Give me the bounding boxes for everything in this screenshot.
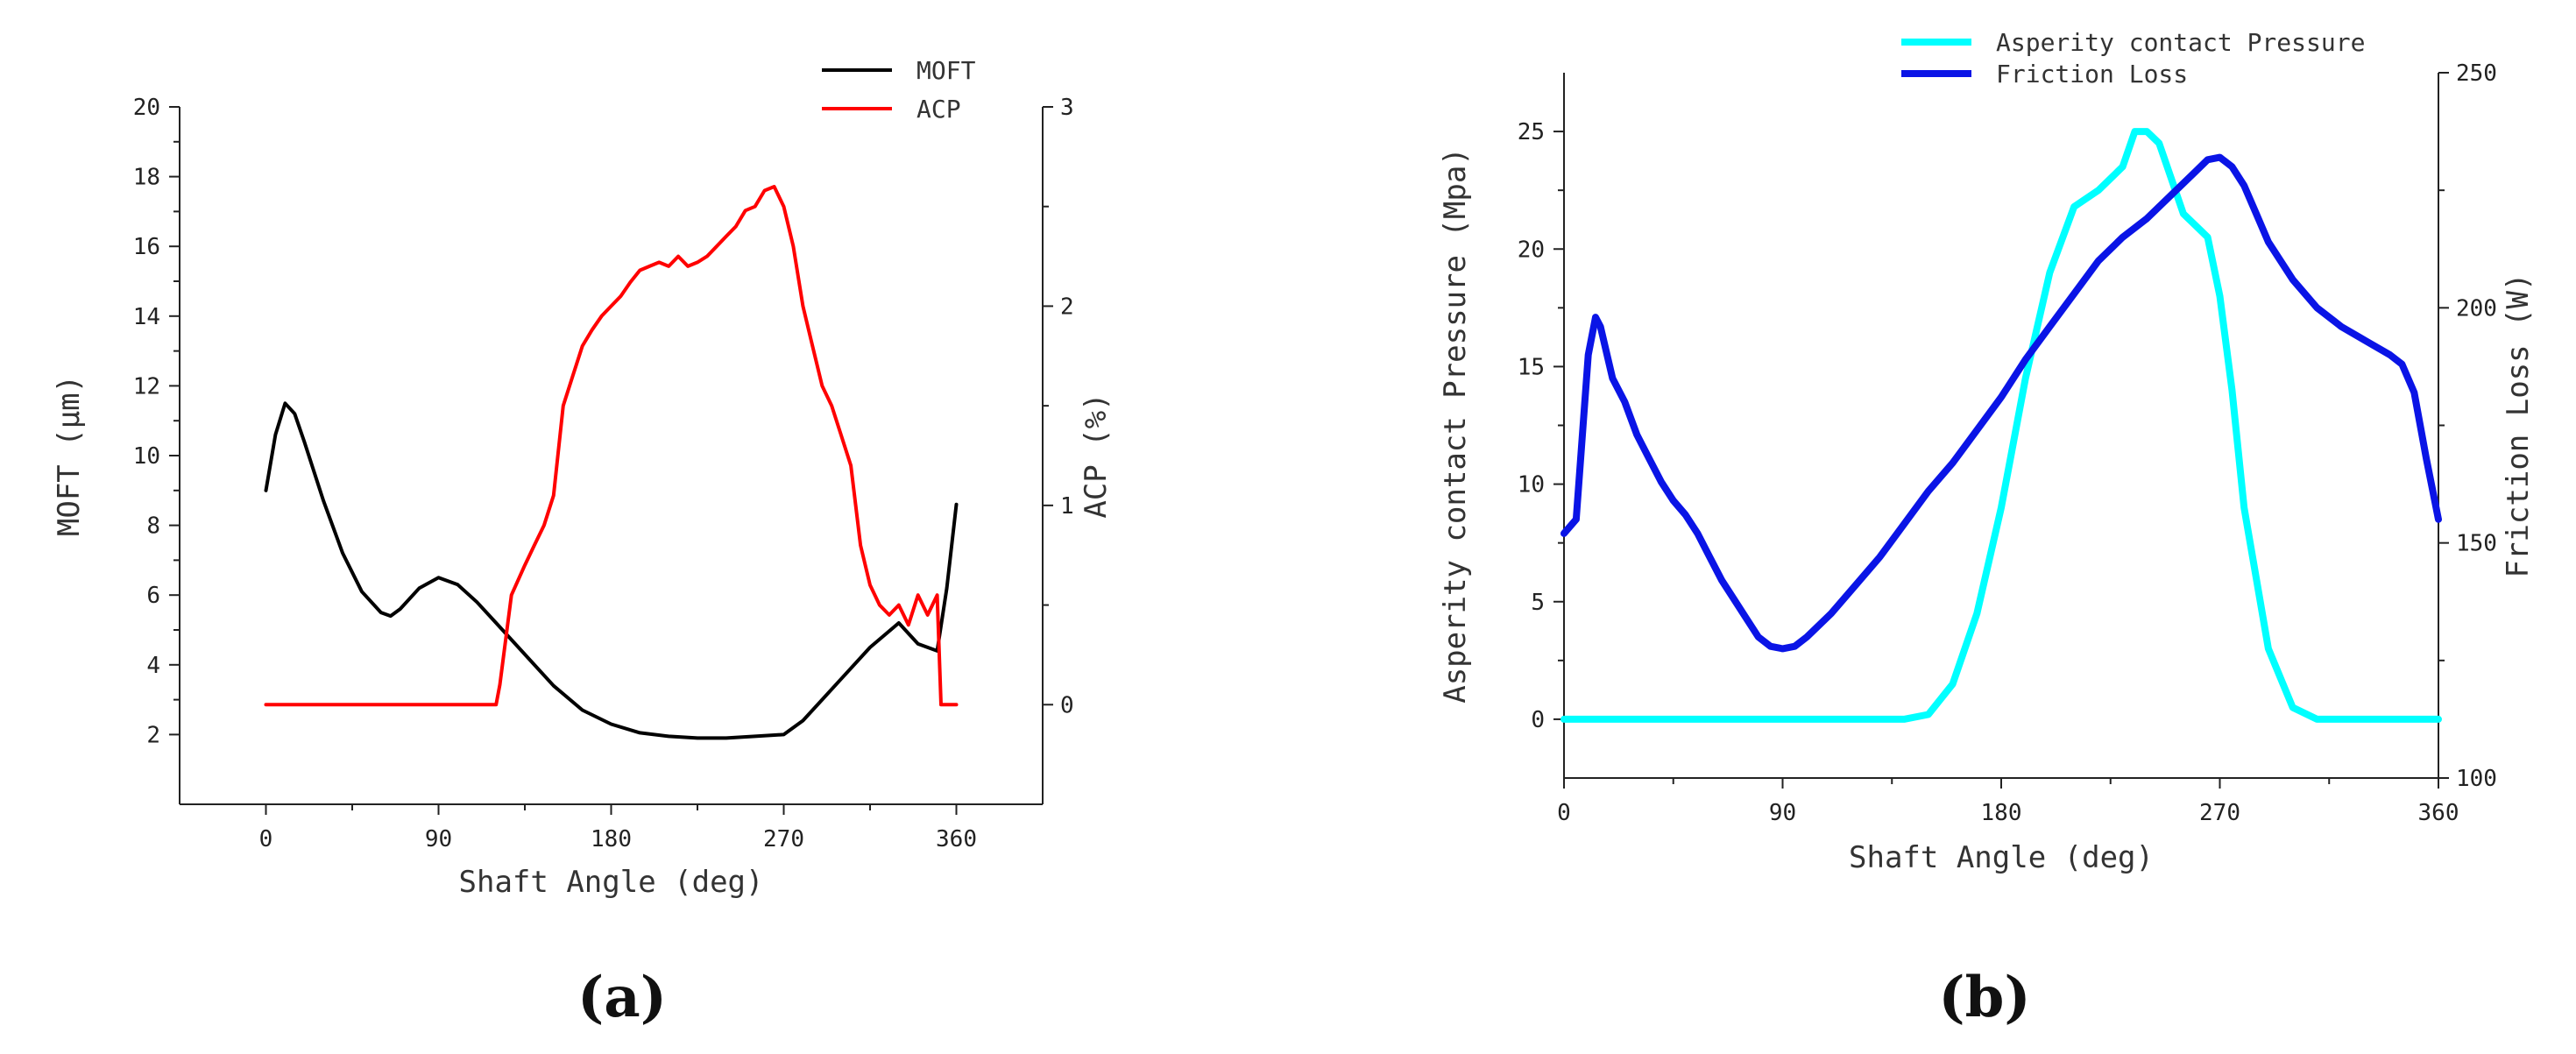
y-tick-label: 14	[133, 304, 160, 330]
y-axis-label: Asperity contact Pressure (Mpa)	[1438, 147, 1473, 704]
legend-label: ACP	[916, 95, 961, 124]
y2-tick-label: 2	[1060, 294, 1074, 320]
y-tick-label: 8	[146, 513, 160, 540]
y-tick-label: 16	[133, 234, 160, 260]
y2-tick-label: 3	[1060, 95, 1074, 121]
y-axis-label: MOFT (μm)	[52, 375, 87, 536]
x-tick-label: 0	[259, 826, 273, 852]
x-tick-label: 360	[2418, 800, 2459, 826]
y2-axis-label: ACP (%)	[1079, 393, 1114, 518]
legend-label: Friction Loss	[1996, 60, 2188, 88]
y-tick-label: 2	[146, 722, 160, 748]
y-tick-label: 0	[1531, 707, 1545, 733]
x-tick-label: 180	[1981, 800, 2022, 826]
panel-label: (b)	[1938, 965, 2030, 1030]
y-tick-label: 12	[133, 373, 160, 400]
y2-tick-label: 250	[2456, 60, 2497, 87]
series-line-acp	[264, 185, 959, 707]
x-tick-label: 180	[591, 826, 632, 852]
legend-label: Asperity contact Pressure	[1996, 28, 2365, 57]
y-tick-label: 6	[146, 583, 160, 609]
series-line-asperity-contact-pressure	[1560, 128, 2442, 723]
y-tick-label: 15	[1518, 354, 1545, 380]
x-tick-label: 0	[1557, 800, 1571, 826]
panel-label: (a)	[577, 965, 667, 1030]
x-tick-label: 90	[1769, 800, 1796, 826]
y-tick-label: 18	[133, 165, 160, 191]
x-tick-label: 90	[425, 826, 452, 852]
legend-label: MOFT	[916, 56, 976, 85]
y-tick-label: 10	[1518, 472, 1545, 499]
series-line-friction-loss	[1560, 153, 2442, 653]
y2-tick-label: 0	[1060, 692, 1074, 718]
series-line-moft	[264, 401, 959, 740]
y-tick-label: 20	[133, 95, 160, 121]
y2-tick-label: 1	[1060, 493, 1074, 520]
x-axis-label: Shaft Angle (deg)	[459, 865, 764, 900]
y-tick-label: 25	[1518, 119, 1545, 145]
y-tick-label: 5	[1531, 590, 1545, 616]
y2-tick-label: 150	[2456, 531, 2497, 557]
y-tick-label: 4	[146, 653, 160, 679]
x-tick-label: 360	[936, 826, 977, 852]
y-tick-label: 10	[133, 443, 160, 470]
y2-axis-label: Friction Loss (W)	[2501, 273, 2536, 578]
y-tick-label: 20	[1518, 237, 1545, 263]
x-axis-label: Shaft Angle (deg)	[1849, 840, 2154, 875]
x-tick-label: 270	[763, 826, 804, 852]
y2-tick-label: 100	[2456, 766, 2497, 792]
y2-tick-label: 200	[2456, 295, 2497, 322]
x-tick-label: 270	[2199, 800, 2240, 826]
